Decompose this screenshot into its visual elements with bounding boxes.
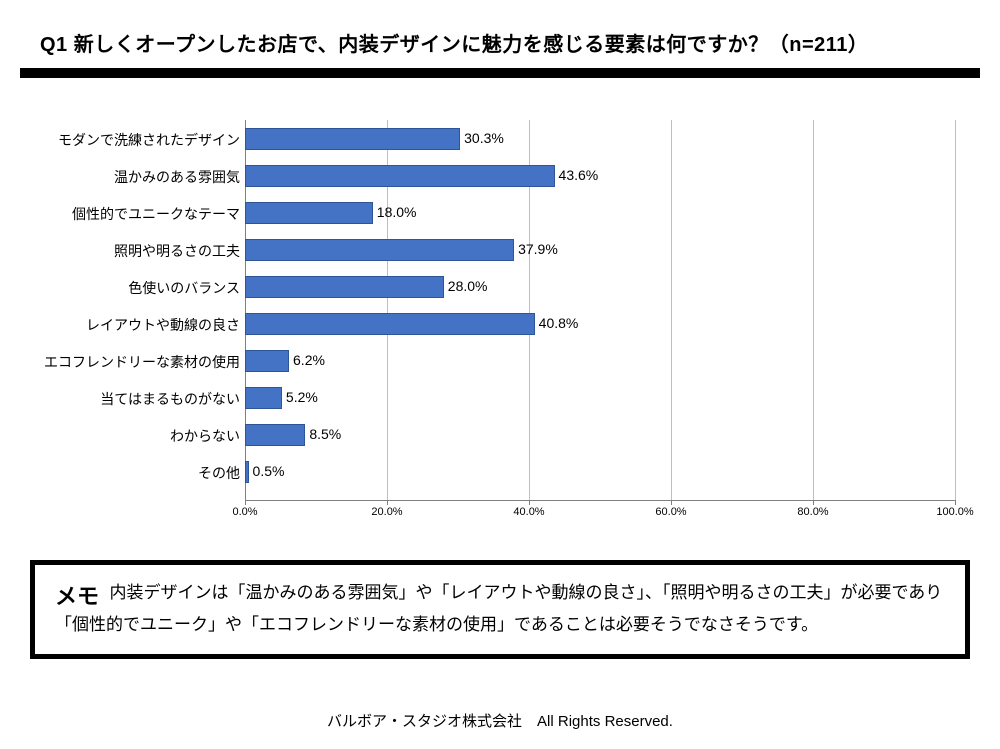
bar — [245, 350, 289, 372]
x-tickmark — [245, 500, 246, 505]
x-axis-line — [245, 500, 955, 501]
y-axis-category-label: 個性的でユニークなテーマ — [72, 204, 240, 224]
gridline — [671, 120, 672, 500]
y-axis-category-label: 温かみのある雰囲気 — [114, 167, 240, 187]
y-axis-category-label: 当てはまるものがない — [100, 389, 240, 409]
y-axis-category-label: 色使いのバランス — [128, 278, 240, 298]
y-axis-category-label: わからない — [170, 426, 240, 446]
bar-value-label: 43.6% — [559, 167, 599, 183]
bar-value-label: 6.2% — [293, 352, 325, 368]
y-axis-category-label: モダンで洗練されたデザイン — [58, 130, 240, 150]
bar — [245, 165, 555, 187]
bar — [245, 239, 514, 261]
memo-heading: メモ — [55, 579, 99, 611]
question-title: Q1 新しくオープンしたお店で、内装デザインに魅力を感じる要素は何ですか？（n=… — [40, 28, 868, 57]
footer-copyright: バルボア・スタジオ株式会社 All Rights Reserved. — [0, 710, 1000, 731]
page-root: Q1 新しくオープンしたお店で、内装デザインに魅力を感じる要素は何ですか？（n=… — [0, 0, 1000, 749]
gridline — [813, 120, 814, 500]
x-tickmark — [813, 500, 814, 505]
memo-box: メモ 内装デザインは「温かみのある雰囲気」や「レイアウトや動線の良さ」、「照明や… — [30, 560, 970, 659]
bar — [245, 128, 460, 150]
bar-chart: モダンで洗練されたデザイン温かみのある雰囲気個性的でユニークなテーマ照明や明るさ… — [40, 120, 960, 520]
bar-value-label: 40.8% — [539, 315, 579, 331]
x-tick-label: 40.0% — [513, 506, 544, 518]
x-tick-label: 80.0% — [797, 506, 828, 518]
x-tickmark — [387, 500, 388, 505]
title-underline-bar — [20, 68, 980, 78]
y-axis-category-label: レイアウトや動線の良さ — [86, 315, 240, 335]
x-tickmark — [955, 500, 956, 505]
bar — [245, 276, 444, 298]
y-axis-category-label: 照明や明るさの工夫 — [114, 241, 240, 261]
memo-body: 内装デザインは「温かみのある雰囲気」や「レイアウトや動線の良さ」、「照明や明るさ… — [55, 583, 942, 634]
x-tick-label: 100.0% — [936, 506, 973, 518]
bar-value-label: 28.0% — [448, 278, 488, 294]
x-tickmark — [671, 500, 672, 505]
y-axis-category-label: その他 — [198, 463, 240, 483]
bar-value-label: 8.5% — [309, 426, 341, 442]
x-tick-label: 60.0% — [655, 506, 686, 518]
x-tick-label: 0.0% — [232, 506, 257, 518]
bar-value-label: 30.3% — [464, 130, 504, 146]
gridline — [955, 120, 956, 500]
bar — [245, 313, 535, 335]
bar — [245, 202, 373, 224]
x-tickmark — [529, 500, 530, 505]
y-axis-category-label: エコフレンドリーな素材の使用 — [44, 352, 240, 372]
bar-value-label: 5.2% — [286, 389, 318, 405]
plot-area: 30.3% 43.6% 18.0% 37.9% 28.0% 40.8% 6.2% 5.2% 8.… — [245, 120, 955, 500]
bar — [245, 387, 282, 409]
bar — [245, 461, 249, 483]
bar-value-label: 0.5% — [253, 463, 285, 479]
bar — [245, 424, 305, 446]
bar-value-label: 18.0% — [377, 204, 417, 220]
bar-value-label: 37.9% — [518, 241, 558, 257]
x-tick-label: 20.0% — [371, 506, 402, 518]
